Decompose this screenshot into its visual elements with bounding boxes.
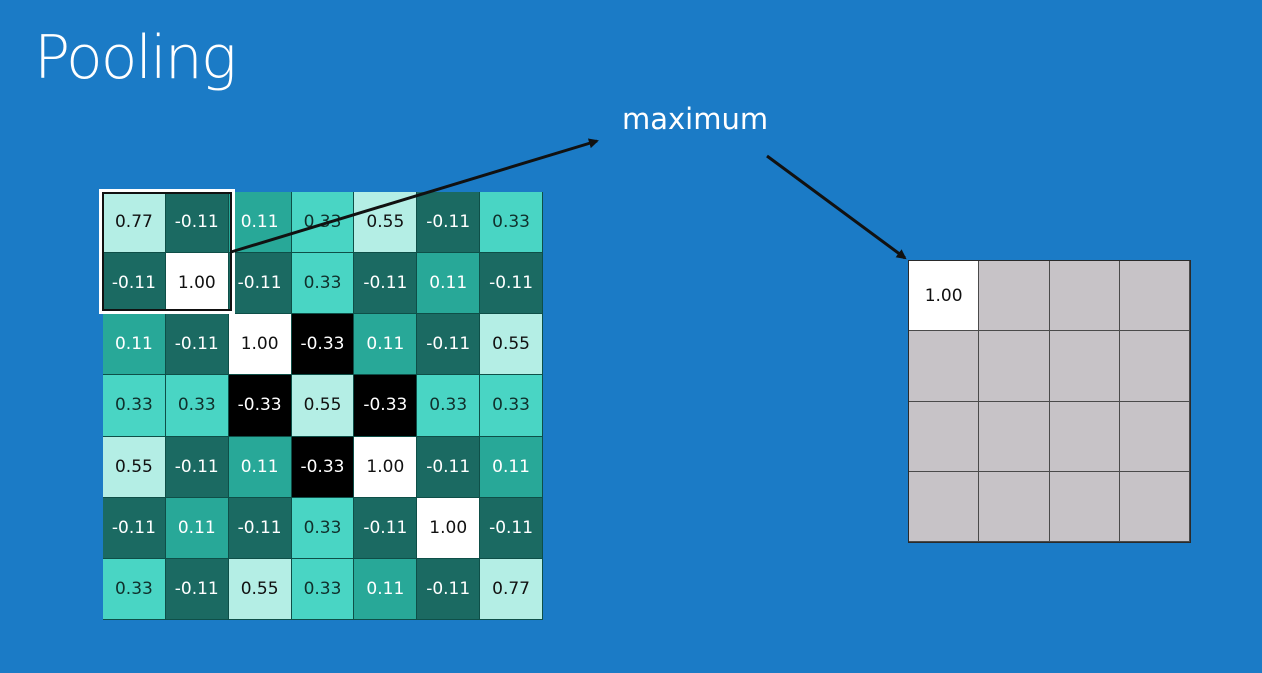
input-cell: -0.11 <box>103 253 166 315</box>
input-cell: -0.11 <box>354 253 418 315</box>
slide-title: Pooling <box>34 23 237 93</box>
output-cell <box>1119 261 1190 332</box>
input-cell: -0.11 <box>228 253 292 315</box>
input-cell: 0.11 <box>228 192 292 254</box>
operation-label: maximum <box>622 102 769 136</box>
output-cell <box>979 261 1050 332</box>
output-cell <box>979 401 1050 472</box>
input-cell: 0.11 <box>103 314 166 376</box>
input-cell: -0.33 <box>291 436 355 498</box>
input-cell: 1.00 <box>165 253 229 315</box>
input-cell: 0.77 <box>480 558 543 620</box>
input-cell: 0.55 <box>228 558 292 620</box>
output-cell <box>1049 261 1120 332</box>
input-cell: -0.33 <box>354 375 418 437</box>
output-cell <box>1049 331 1120 402</box>
input-cell: -0.11 <box>417 558 481 620</box>
output-cell <box>979 331 1050 402</box>
input-cell: 0.11 <box>354 314 418 376</box>
input-cell: 0.55 <box>354 192 418 254</box>
input-cell: -0.11 <box>165 314 229 376</box>
output-cell <box>909 471 980 542</box>
input-cell: 0.33 <box>291 558 355 620</box>
input-cell: -0.11 <box>417 436 481 498</box>
input-cell: 0.33 <box>417 375 481 437</box>
input-feature-map: 0.77 -0.11 0.11 0.33 0.55 -0.11 0.33 -0.11 1.00-… <box>103 192 543 620</box>
input-cell: 0.77 <box>103 192 166 254</box>
input-cell: 0.11 <box>228 436 292 498</box>
input-cell: -0.33 <box>228 375 292 437</box>
output-cell <box>909 401 980 472</box>
input-cell: 0.11 <box>165 497 229 559</box>
input-cell: -0.11 <box>417 314 481 376</box>
input-cell: 0.33 <box>291 192 355 254</box>
output-cell <box>1119 331 1190 402</box>
input-cell: 0.55 <box>480 314 543 376</box>
input-cell: 1.00 <box>354 436 418 498</box>
input-cell: 0.33 <box>103 375 166 437</box>
input-cell: 0.11 <box>354 558 418 620</box>
output-cell <box>979 471 1050 542</box>
arrow-to-output <box>766 154 907 260</box>
input-cell: 1.00 <box>228 314 292 376</box>
input-cell: -0.33 <box>291 314 355 376</box>
input-cell: -0.11 <box>228 497 292 559</box>
input-cell: -0.11 <box>165 558 229 620</box>
pooled-output-map: 1.00 <box>908 260 1191 543</box>
input-cell: -0.11 <box>103 497 166 559</box>
input-cell: 0.55 <box>291 375 355 437</box>
input-cell: -0.11 <box>480 253 543 315</box>
input-cell: -0.11 <box>354 497 418 559</box>
output-cell <box>1049 471 1120 542</box>
input-cell: 0.55 <box>103 436 166 498</box>
output-cell <box>1049 401 1120 472</box>
input-cell: -0.11 <box>480 497 543 559</box>
input-cell: 0.11 <box>417 253 481 315</box>
input-cell: 1.00 <box>417 497 481 559</box>
output-cell <box>909 331 980 402</box>
input-cell: -0.11 <box>165 436 229 498</box>
input-cell: 0.33 <box>291 253 355 315</box>
input-cell: 0.33 <box>165 375 229 437</box>
output-cell: 1.00 <box>909 261 980 332</box>
input-cell: 0.33 <box>480 375 543 437</box>
input-cell: 0.11 <box>480 436 543 498</box>
output-cell <box>1119 401 1190 472</box>
output-cell <box>1119 471 1190 542</box>
input-cell: 0.33 <box>103 558 166 620</box>
input-cell: -0.11 <box>165 192 229 254</box>
input-cell: -0.11 <box>417 192 481 254</box>
input-cell: 0.33 <box>480 192 543 254</box>
input-cell: 0.33 <box>291 497 355 559</box>
